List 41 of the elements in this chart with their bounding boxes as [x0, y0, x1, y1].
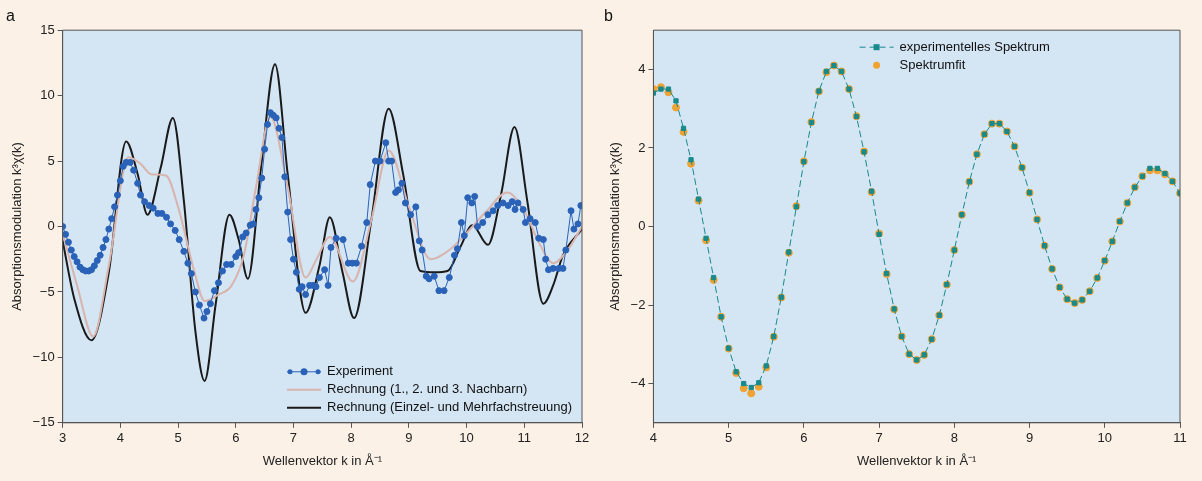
chart-title: a — [6, 7, 15, 25]
y-tick-label: 2 — [638, 139, 646, 155]
y-tick-label: 15 — [40, 21, 55, 37]
chart-title: b — [604, 7, 613, 25]
y-tick-label: −15 — [32, 414, 55, 430]
y-tick-label: 5 — [47, 152, 55, 168]
y-tick-label: −4 — [630, 375, 646, 391]
x-tick-label: 11 — [517, 430, 532, 446]
x-axis-title: Wellenvektor k in Å⁻¹ — [262, 452, 383, 468]
x-tick-label: 9 — [405, 430, 413, 446]
legend-label: experimentelles Spektrum — [899, 38, 1050, 54]
x-tick-label: 5 — [174, 430, 182, 446]
y-tick-label: 10 — [40, 87, 55, 103]
y-tick-label: −10 — [32, 348, 55, 364]
x-tick-label: 6 — [232, 430, 240, 446]
x-tick-label: 12 — [574, 430, 590, 446]
y-axis-title: Absorptionsmodulation k³χ(k) — [9, 142, 25, 311]
x-tick-label: 11 — [1173, 430, 1187, 446]
x-tick-label: 4 — [116, 430, 124, 446]
x-tick-label: 4 — [649, 430, 658, 446]
legend-label: Spektrumfit — [899, 56, 966, 72]
x-tick-label: 8 — [347, 430, 355, 446]
x-tick-label: 6 — [800, 430, 808, 446]
y-axis-title: Absorptionsmodulation k³χ(k) — [607, 142, 623, 311]
x-tick-label: 7 — [875, 430, 883, 446]
x-tick-label: 7 — [289, 430, 298, 446]
x-tick-label: 10 — [459, 430, 474, 446]
y-tick-label: −5 — [39, 283, 55, 299]
y-tick-label: 4 — [638, 61, 646, 77]
x-tick-label: 5 — [725, 430, 733, 446]
legend-label: Rechnung (Einzel- und Mehrfachstreuung) — [327, 399, 572, 415]
x-tick-label: 8 — [950, 430, 958, 446]
y-tick-label: 0 — [47, 218, 55, 234]
x-tick-label: 9 — [1025, 430, 1034, 446]
legend-label: Experiment — [327, 363, 394, 379]
y-tick-label: 0 — [638, 218, 646, 234]
legend-label: Rechnung (1., 2. und 3. Nachbarn) — [327, 381, 528, 397]
x-tick-label: 3 — [59, 430, 67, 446]
x-axis-title: Wellenvektor k in Å⁻¹ — [857, 452, 978, 468]
y-tick-label: −2 — [630, 296, 646, 312]
x-tick-label: 10 — [1097, 430, 1113, 446]
